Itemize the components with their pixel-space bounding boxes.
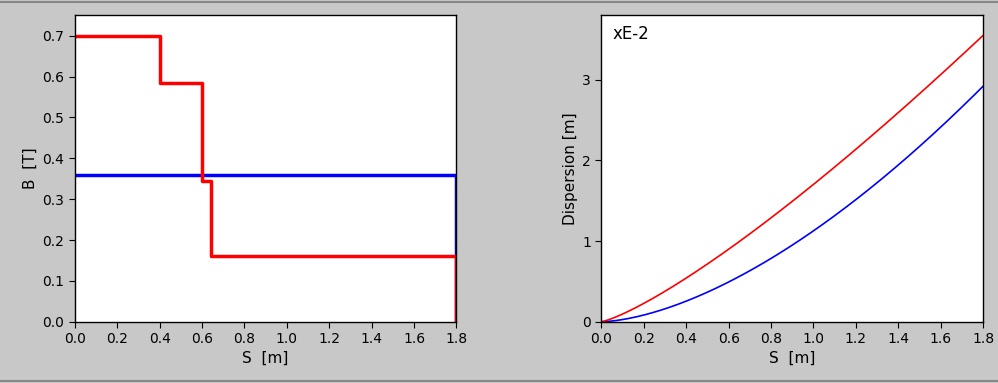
X-axis label: S  [m]: S [m] [769, 350, 815, 365]
Y-axis label: B  [T]: B [T] [23, 148, 38, 189]
X-axis label: S  [m]: S [m] [243, 350, 288, 365]
Y-axis label: Dispersion [m]: Dispersion [m] [563, 112, 578, 225]
Text: xE-2: xE-2 [613, 25, 650, 43]
